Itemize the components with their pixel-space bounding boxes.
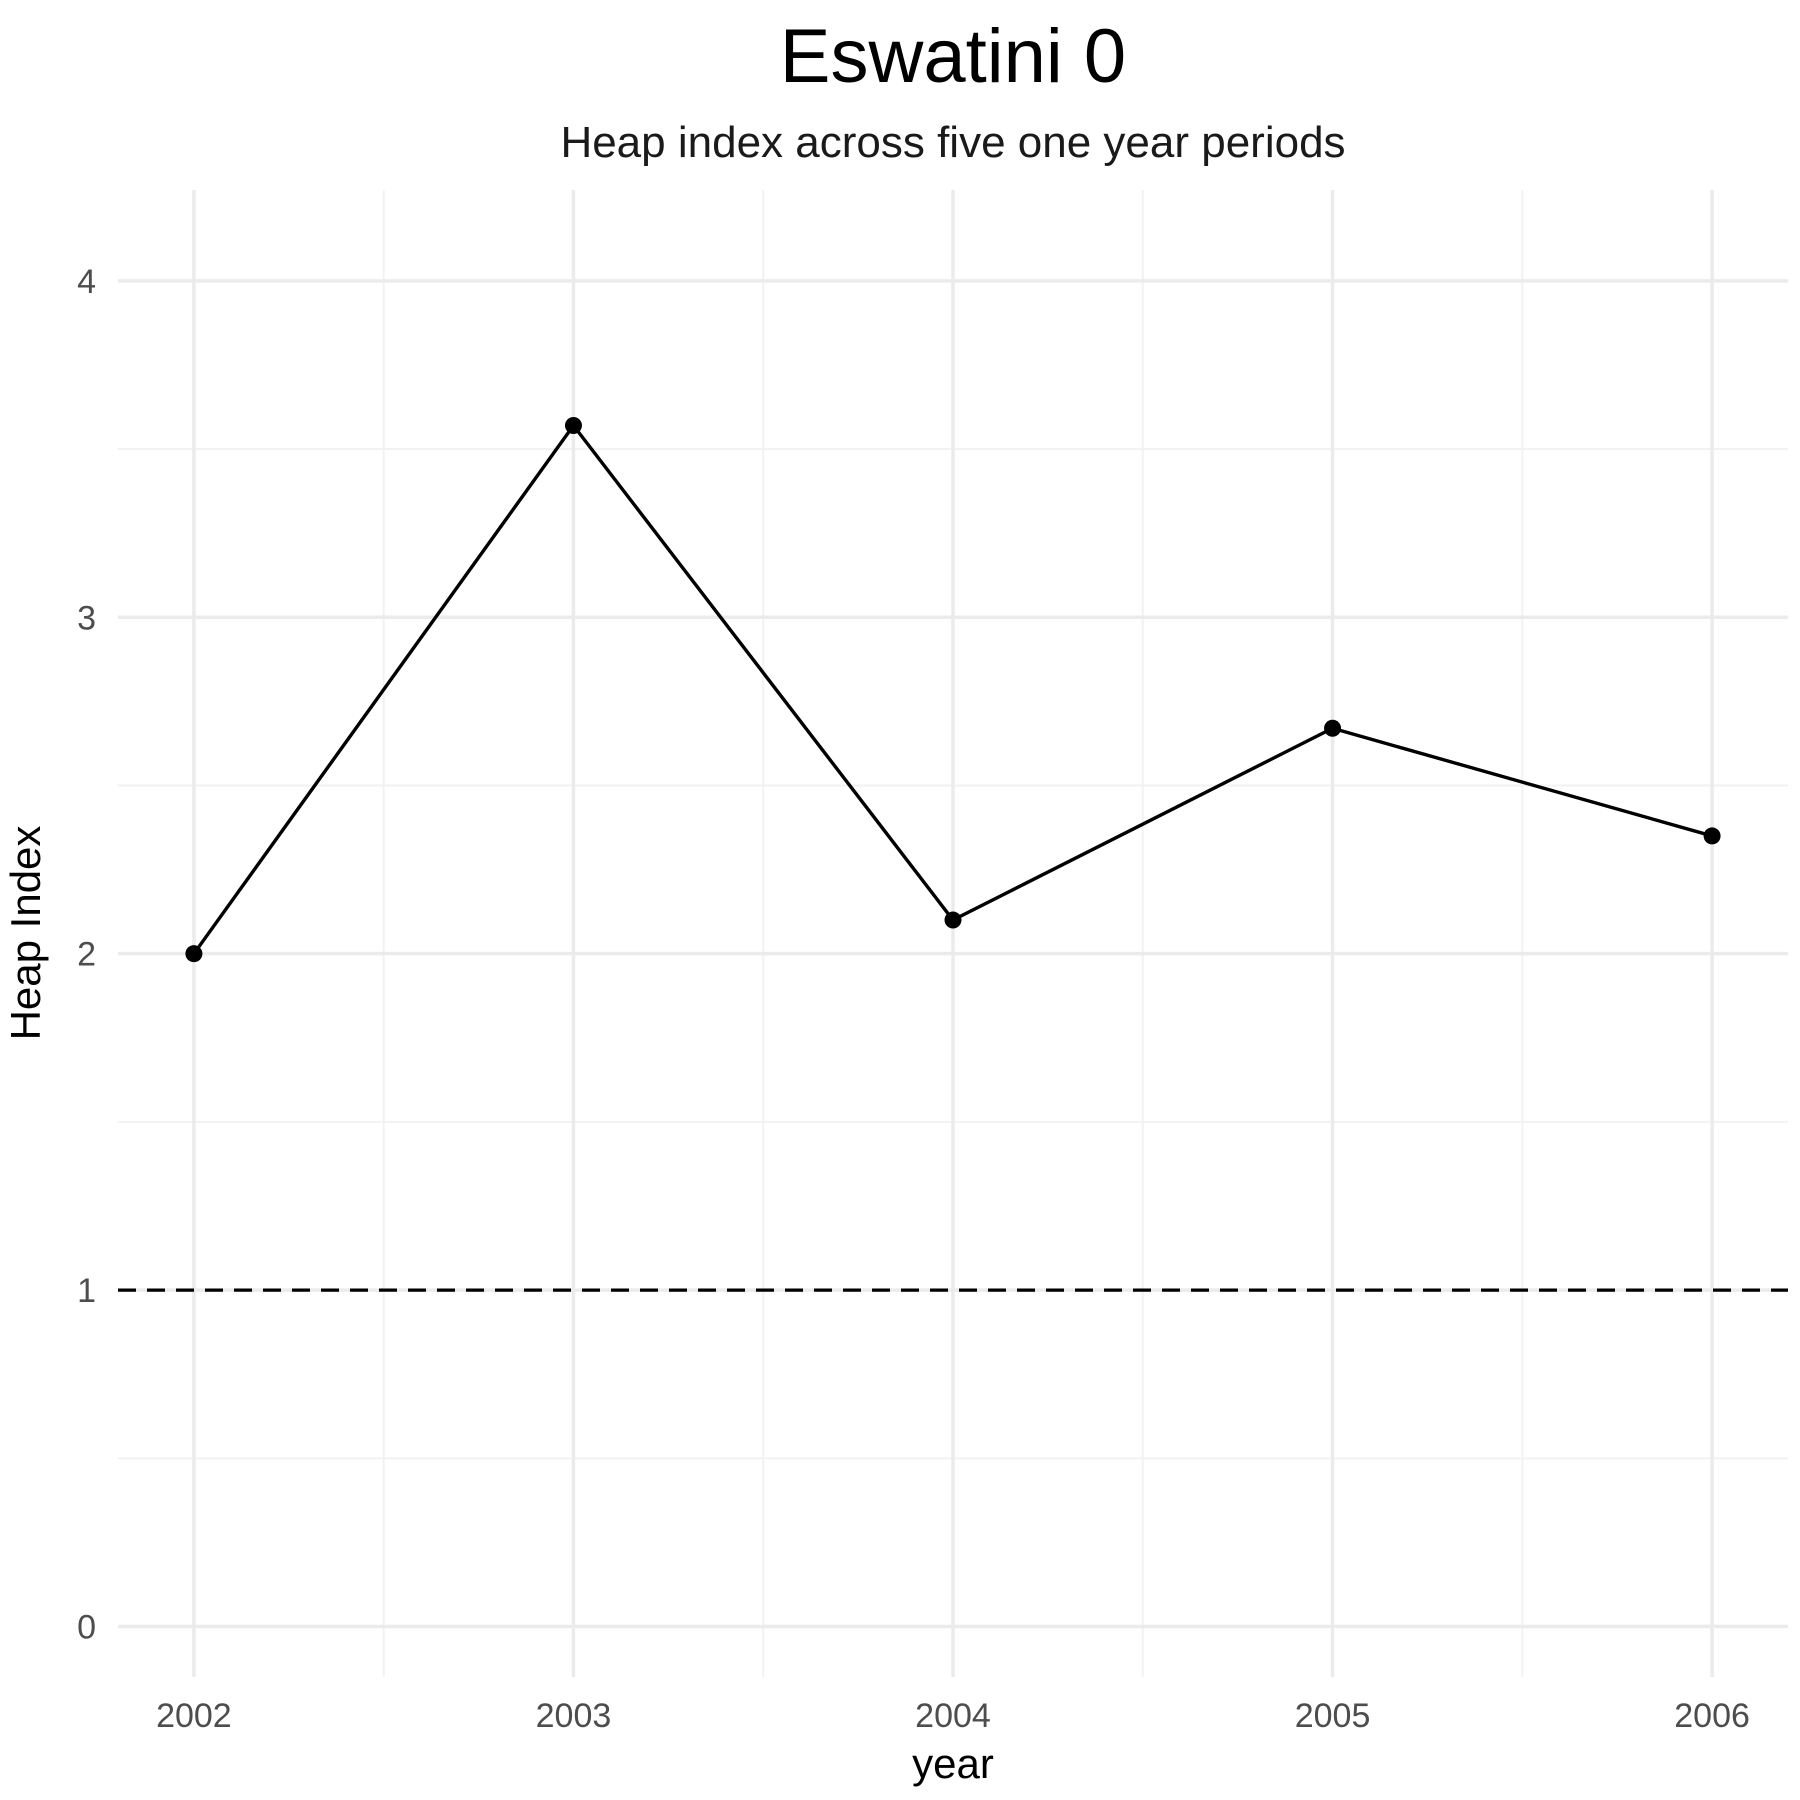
data-point <box>944 911 962 929</box>
data-point <box>1703 827 1721 845</box>
chart-title: Eswatini 0 <box>780 14 1126 99</box>
y-tick-label: 0 <box>77 1609 96 1647</box>
y-tick-label: 2 <box>77 936 96 974</box>
tick-labels: 0 1 2 3 4 2002 2003 2004 2005 2006 <box>77 263 1750 1735</box>
y-axis-title: Heap Index <box>2 826 49 1041</box>
y-tick-label: 1 <box>77 1272 96 1310</box>
data-point <box>1324 719 1342 737</box>
x-tick-label: 2004 <box>915 1697 991 1735</box>
x-tick-label: 2005 <box>1295 1697 1371 1735</box>
x-tick-label: 2003 <box>536 1697 612 1735</box>
y-tick-label: 4 <box>77 263 96 301</box>
x-tick-label: 2006 <box>1674 1697 1750 1735</box>
grid-lines <box>118 190 1788 1677</box>
y-tick-label: 3 <box>77 599 96 637</box>
series-layer <box>185 416 1721 963</box>
x-axis-title: year <box>912 1740 994 1787</box>
data-point <box>185 945 203 963</box>
chart-subtitle: Heap index across five one year periods <box>560 118 1345 167</box>
data-point <box>564 416 582 434</box>
x-tick-label: 2002 <box>156 1697 232 1735</box>
